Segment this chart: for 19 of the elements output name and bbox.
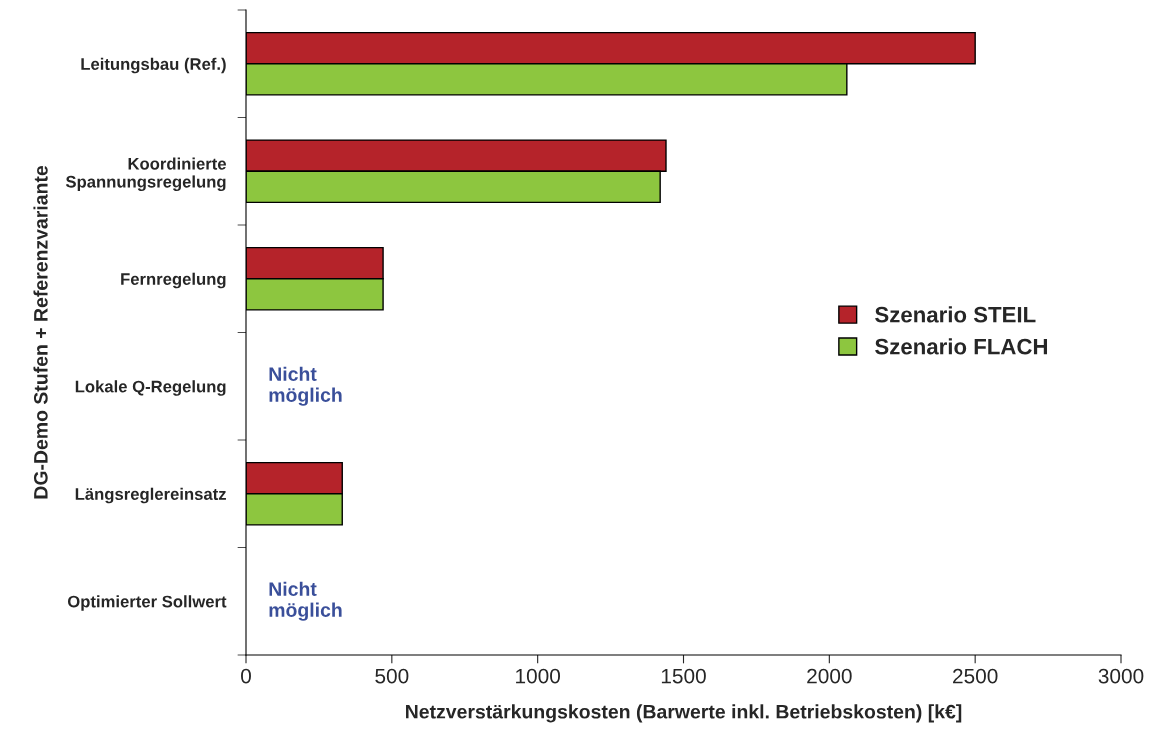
x-tick-label: 500 bbox=[375, 668, 409, 684]
annotation: Nicht möglich bbox=[269, 581, 342, 621]
legend-label: Szenario FLACH bbox=[875, 338, 1048, 355]
y-tick-label: Fernregelung bbox=[121, 272, 226, 289]
y-tick-label: Leitungsbau (Ref.) bbox=[81, 57, 226, 74]
y-tick-label: Optimierter Sollwert bbox=[67, 595, 227, 611]
x-axis-title: Netzverstärkungskosten (Barwerte inkl. Betriebskosten) [k€] bbox=[406, 704, 962, 723]
x-tick-label: 2000 bbox=[807, 668, 852, 684]
x-tick-label: 2500 bbox=[953, 668, 998, 684]
y-tick-label: Längsreglereinsatz bbox=[75, 487, 226, 504]
y-tick-label: Lokale Q-Regelung bbox=[75, 380, 226, 396]
legend-label: Szenario STEIL bbox=[875, 306, 1036, 323]
annotation: Nicht möglich bbox=[269, 366, 342, 406]
x-tick-label: 1500 bbox=[661, 668, 706, 684]
y-axis-title: DG-Demo Stufen + Referenzvariante bbox=[33, 165, 48, 499]
x-tick-label: 0 bbox=[241, 668, 251, 684]
y-tick-label: Koordinierte Spannungsregelung bbox=[65, 157, 226, 191]
x-tick-label: 1000 bbox=[516, 668, 561, 684]
x-tick-label: 3000 bbox=[1098, 668, 1144, 684]
